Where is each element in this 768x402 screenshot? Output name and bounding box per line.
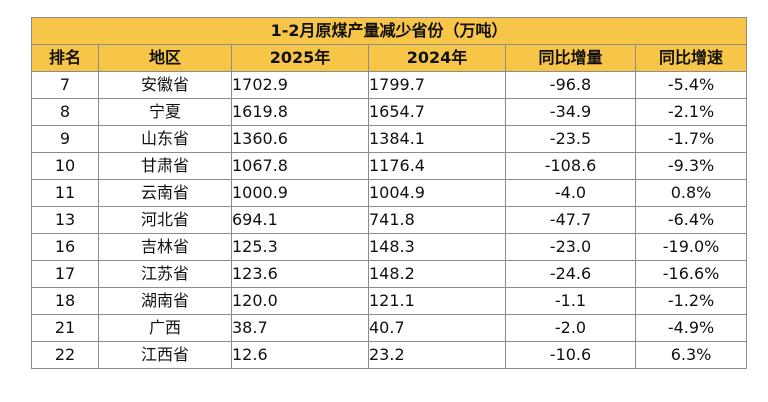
cell-yoy-rate: -5.4% <box>634 71 748 99</box>
cell-region: 吉林省 <box>98 233 232 261</box>
table-row: 10 甘肃省 1067.8 1176.4 -108.6 -9.3% <box>31 152 748 180</box>
cell-region: 甘肃省 <box>98 152 232 180</box>
cell-2025: 1360.6 <box>231 125 369 153</box>
table-title: 1-2月原煤产量减少省份（万吨） <box>30 17 748 45</box>
cell-rank: 7 <box>31 71 99 99</box>
cell-region: 江西省 <box>98 341 232 369</box>
cell-2024: 148.2 <box>368 260 506 288</box>
cell-rank: 9 <box>31 125 99 153</box>
cell-2025: 12.6 <box>231 341 369 369</box>
cell-yoy-change: -34.9 <box>505 98 636 126</box>
cell-2024: 1799.7 <box>368 71 506 99</box>
header-2024: 2024年 <box>368 44 506 72</box>
cell-yoy-rate: -2.1% <box>634 98 748 126</box>
cell-yoy-change: -23.5 <box>505 125 636 153</box>
cell-2025: 123.6 <box>231 260 369 288</box>
cell-yoy-rate: -16.6% <box>634 260 748 288</box>
cell-2025: 1619.8 <box>231 98 369 126</box>
cell-2025: 120.0 <box>231 287 369 315</box>
cell-rank: 13 <box>31 206 99 234</box>
table-row: 21 广西 38.7 40.7 -2.0 -4.9% <box>31 314 748 342</box>
cell-region: 云南省 <box>98 179 232 207</box>
cell-yoy-rate: -6.4% <box>634 206 748 234</box>
cell-rank: 18 <box>31 287 99 315</box>
cell-2025: 38.7 <box>231 314 369 342</box>
cell-2024: 148.3 <box>368 233 506 261</box>
header-rank: 排名 <box>31 44 99 72</box>
table-header-row: 排名 地区 2025年 2024年 同比增量 同比增速 <box>31 44 748 72</box>
cell-2024: 121.1 <box>368 287 506 315</box>
cell-yoy-change: -1.1 <box>505 287 636 315</box>
cell-region: 广西 <box>98 314 232 342</box>
cell-yoy-rate: -4.9% <box>634 314 748 342</box>
cell-yoy-rate: -1.7% <box>634 125 748 153</box>
table-row: 7 安徽省 1702.9 1799.7 -96.8 -5.4% <box>31 71 748 99</box>
table-title-row: 1-2月原煤产量减少省份（万吨） <box>30 17 748 45</box>
cell-2025: 125.3 <box>231 233 369 261</box>
cell-yoy-change: -47.7 <box>505 206 636 234</box>
cell-2024: 1384.1 <box>368 125 506 153</box>
cell-yoy-change: -23.0 <box>505 233 636 261</box>
header-2025: 2025年 <box>231 44 369 72</box>
cell-region: 河北省 <box>98 206 232 234</box>
cell-2025: 1067.8 <box>231 152 369 180</box>
cell-rank: 17 <box>31 260 99 288</box>
table-row: 9 山东省 1360.6 1384.1 -23.5 -1.7% <box>31 125 748 153</box>
table-row: 17 江苏省 123.6 148.2 -24.6 -16.6% <box>31 260 748 288</box>
table-row: 18 湖南省 120.0 121.1 -1.1 -1.2% <box>31 287 748 315</box>
cell-2024: 40.7 <box>368 314 506 342</box>
cell-rank: 21 <box>31 314 99 342</box>
cell-region: 山东省 <box>98 125 232 153</box>
table-row: 16 吉林省 125.3 148.3 -23.0 -19.0% <box>31 233 748 261</box>
cell-yoy-rate: -9.3% <box>634 152 748 180</box>
cell-rank: 10 <box>31 152 99 180</box>
cell-yoy-change: -10.6 <box>505 341 636 369</box>
header-region: 地区 <box>98 44 232 72</box>
cell-2024: 1176.4 <box>368 152 506 180</box>
header-yoy-change: 同比增量 <box>505 44 636 72</box>
coal-output-table: 1-2月原煤产量减少省份（万吨） 排名 地区 2025年 2024年 同比增量 … <box>30 17 748 369</box>
cell-rank: 16 <box>31 233 99 261</box>
table-row: 11 云南省 1000.9 1004.9 -4.0 0.8% <box>31 179 748 207</box>
cell-2024: 1654.7 <box>368 98 506 126</box>
cell-yoy-change: -2.0 <box>505 314 636 342</box>
cell-2024: 741.8 <box>368 206 506 234</box>
cell-yoy-rate: -1.2% <box>634 287 748 315</box>
cell-2025: 694.1 <box>231 206 369 234</box>
cell-region: 安徽省 <box>98 71 232 99</box>
cell-2024: 1004.9 <box>368 179 506 207</box>
cell-region: 江苏省 <box>98 260 232 288</box>
cell-yoy-rate: 0.8% <box>634 179 748 207</box>
cell-rank: 8 <box>31 98 99 126</box>
cell-rank: 22 <box>31 341 99 369</box>
table-row: 22 江西省 12.6 23.2 -10.6 6.3% <box>31 341 748 369</box>
cell-region: 湖南省 <box>98 287 232 315</box>
cell-yoy-change: -108.6 <box>505 152 636 180</box>
cell-yoy-rate: -19.0% <box>634 233 748 261</box>
cell-2025: 1000.9 <box>231 179 369 207</box>
cell-yoy-rate: 6.3% <box>634 341 748 369</box>
cell-region: 宁夏 <box>98 98 232 126</box>
cell-yoy-change: -4.0 <box>505 179 636 207</box>
cell-2025: 1702.9 <box>231 71 369 99</box>
cell-yoy-change: -96.8 <box>505 71 636 99</box>
table-row: 8 宁夏 1619.8 1654.7 -34.9 -2.1% <box>31 98 748 126</box>
cell-2024: 23.2 <box>368 341 506 369</box>
table-row: 13 河北省 694.1 741.8 -47.7 -6.4% <box>31 206 748 234</box>
cell-yoy-change: -24.6 <box>505 260 636 288</box>
header-yoy-rate: 同比增速 <box>634 44 748 72</box>
cell-rank: 11 <box>31 179 99 207</box>
